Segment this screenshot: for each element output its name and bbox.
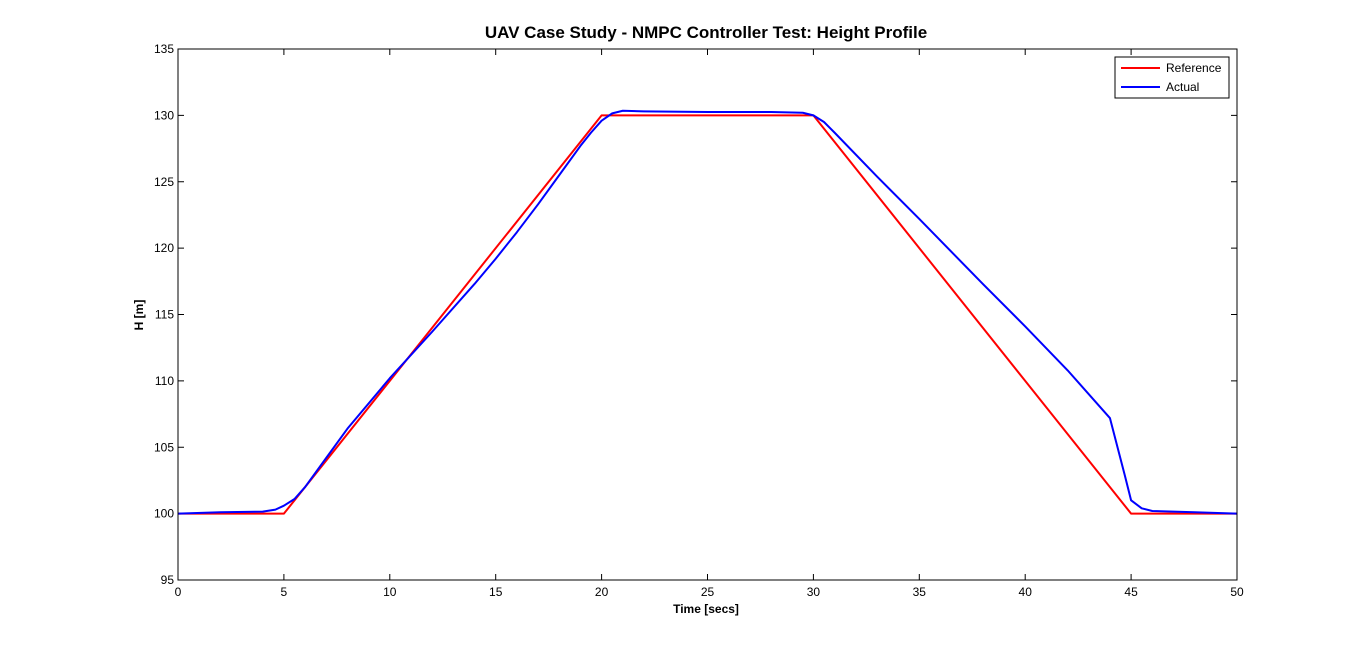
y-axis-label: H [m] — [132, 300, 146, 331]
x-tick-label: 20 — [595, 585, 609, 599]
legend-box — [1114, 56, 1230, 99]
y-tick-label: 110 — [155, 374, 174, 388]
y-tick-label: 120 — [154, 241, 174, 255]
y-tick-label: 95 — [161, 573, 175, 587]
legend-reference-label: Reference — [1166, 61, 1222, 75]
x-tick-label: 15 — [489, 585, 503, 599]
chart-title: UAV Case Study - NMPC Controller Test: H… — [485, 23, 927, 42]
series-line-reference — [178, 114, 1237, 515]
y-tick-label: 135 — [154, 42, 174, 56]
plot-frame — [177, 48, 1238, 581]
x-tick-label: 5 — [281, 585, 288, 599]
legend: Reference Actual — [1114, 56, 1230, 99]
series-group — [177, 109, 1238, 515]
y-tick-label: 125 — [154, 175, 174, 189]
x-tick-label: 50 — [1230, 585, 1244, 599]
x-tick-label: 30 — [807, 585, 821, 599]
y-tick-label: 115 — [155, 308, 174, 322]
series-line-actual — [177, 109, 1238, 515]
legend-actual-label: Actual — [1166, 80, 1199, 94]
x-tick-label: 0 — [175, 585, 182, 599]
plot-area — [178, 49, 1237, 580]
x-axis-label: Time [secs] — [673, 602, 739, 616]
y-tick-label: 100 — [154, 507, 174, 521]
y-tick-label: 130 — [154, 108, 174, 122]
y-tick-label: 105 — [154, 440, 174, 454]
x-tick-label: 25 — [701, 585, 715, 599]
x-tick-label: 10 — [383, 585, 397, 599]
x-tick-label: 35 — [913, 585, 927, 599]
x-axis: 0 5 10 15 20 25 30 35 40 45 50 — [175, 49, 1244, 599]
x-tick-label: 40 — [1019, 585, 1033, 599]
x-tick-label: 45 — [1124, 585, 1138, 599]
